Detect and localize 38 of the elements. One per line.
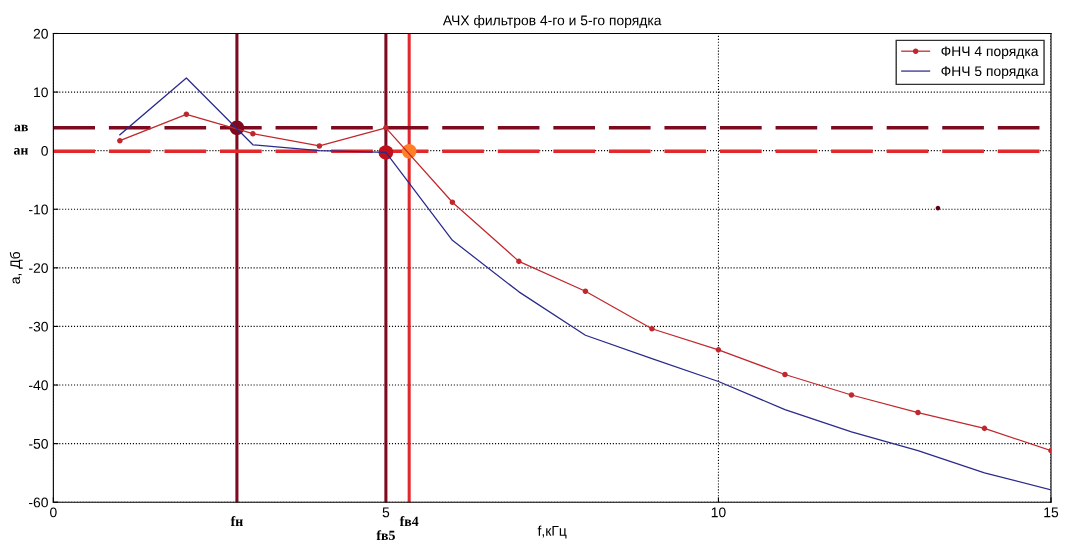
point xyxy=(449,199,456,205)
y-tick-label: -40 xyxy=(29,380,48,391)
ref-line-label: aв xyxy=(14,124,28,132)
point xyxy=(117,137,123,144)
y-tick-label: 0 xyxy=(41,145,48,156)
ref-line-label: aн xyxy=(13,148,29,155)
point xyxy=(383,125,389,131)
x-tick-label: 5 xyxy=(382,507,390,518)
x-axis-title: f,кГц xyxy=(537,525,567,539)
point xyxy=(582,288,589,295)
point xyxy=(848,392,855,398)
point xyxy=(316,143,323,149)
point xyxy=(981,425,988,432)
y-tick-label: -30 xyxy=(29,321,48,332)
point xyxy=(516,258,522,265)
line-series xyxy=(119,77,1051,491)
point xyxy=(782,371,788,378)
point xyxy=(649,325,655,332)
ref-line-label: fв5 xyxy=(376,530,395,541)
x-tick-label: 15 xyxy=(1044,507,1059,518)
x-tick-label: 10 xyxy=(711,507,726,518)
y-tick-label: 10 xyxy=(34,87,48,98)
ref-line-label: fв4 xyxy=(399,516,419,526)
y-tick-label: -10 xyxy=(29,204,48,215)
y-tick-label: 20 xyxy=(33,28,48,39)
point xyxy=(915,409,921,416)
y-tick-label: -20 xyxy=(29,263,48,274)
legend-label: ФНЧ 5 порядка xyxy=(941,66,1039,79)
chart-title: АЧХ фильтров 4-го и 5-го порядка xyxy=(442,15,662,29)
legend-label: ФНЧ 4 порядка xyxy=(941,46,1039,59)
y-axis-title: a, Дб xyxy=(9,252,23,284)
point xyxy=(183,111,190,118)
y-tick-label: -50 xyxy=(29,438,48,449)
point xyxy=(715,347,722,353)
point xyxy=(250,130,256,137)
ref-line-label: fн xyxy=(230,516,243,526)
x-tick-label: 0 xyxy=(50,507,57,518)
y-tick-label: -60 xyxy=(29,497,48,508)
